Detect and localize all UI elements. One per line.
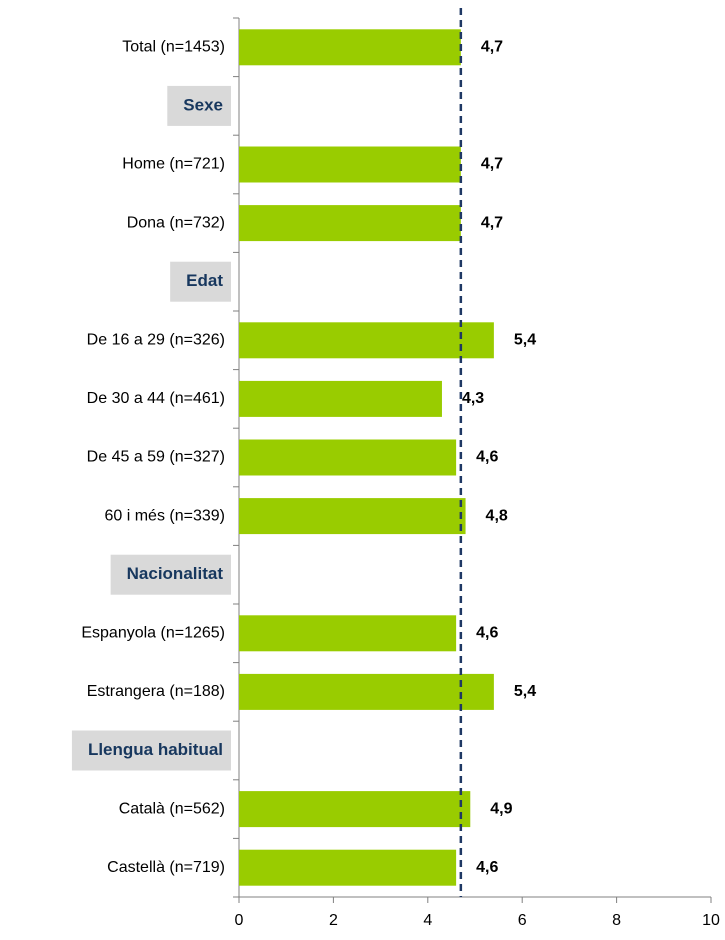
category-label: Dona (n=732) bbox=[127, 214, 225, 231]
bar bbox=[239, 146, 461, 183]
value-label: 4,7 bbox=[481, 156, 503, 173]
category-label: De 16 a 29 (n=326) bbox=[87, 332, 225, 349]
value-label: 4,3 bbox=[462, 390, 484, 407]
value-label: 5,4 bbox=[514, 332, 536, 349]
x-tick-label: 10 bbox=[702, 912, 720, 929]
header-box bbox=[110, 554, 231, 595]
category-label: Estrangera (n=188) bbox=[87, 683, 225, 700]
value-label: 4,9 bbox=[490, 800, 512, 817]
header-box bbox=[167, 85, 231, 126]
category-label: Castellà (n=719) bbox=[107, 859, 225, 876]
section-header: Llengua habitual bbox=[71, 730, 231, 771]
bar bbox=[239, 205, 461, 242]
x-tick-label: 8 bbox=[612, 912, 621, 929]
category-label: Total (n=1453) bbox=[122, 39, 225, 56]
header-label: Llengua habitual bbox=[88, 740, 223, 759]
header-box bbox=[71, 730, 231, 771]
x-tick-label: 0 bbox=[235, 912, 244, 929]
value-label: 4,6 bbox=[476, 449, 498, 466]
value-label: 4,7 bbox=[481, 39, 503, 56]
header-label: Sexe bbox=[183, 95, 223, 114]
bar bbox=[239, 439, 457, 476]
category-label: De 30 a 44 (n=461) bbox=[87, 390, 225, 407]
category-label: Català (n=562) bbox=[119, 800, 225, 817]
category-label: 60 i més (n=339) bbox=[104, 507, 225, 524]
x-tick-label: 4 bbox=[423, 912, 432, 929]
bar bbox=[239, 615, 457, 652]
category-label: Home (n=721) bbox=[122, 156, 225, 173]
x-tick-label: 2 bbox=[329, 912, 338, 929]
bar bbox=[239, 380, 442, 417]
bar bbox=[239, 322, 494, 359]
bar bbox=[239, 673, 494, 710]
category-label: De 45 a 59 (n=327) bbox=[87, 449, 225, 466]
bar bbox=[239, 849, 457, 886]
value-label: 4,6 bbox=[476, 859, 498, 876]
header-label: Edat bbox=[186, 271, 223, 290]
value-label: 4,7 bbox=[481, 214, 503, 231]
x-tick-label: 6 bbox=[518, 912, 527, 929]
header-label: Nacionalitat bbox=[127, 564, 224, 583]
value-label: 4,6 bbox=[476, 625, 498, 642]
bar bbox=[239, 498, 466, 535]
header-box bbox=[170, 261, 231, 302]
section-header: Nacionalitat bbox=[110, 554, 231, 595]
value-label: 5,4 bbox=[514, 683, 536, 700]
bar bbox=[239, 29, 461, 66]
bar bbox=[239, 791, 471, 828]
section-header: Sexe bbox=[167, 85, 231, 126]
value-label: 4,8 bbox=[486, 507, 508, 524]
section-header: Edat bbox=[170, 261, 231, 302]
category-label: Espanyola (n=1265) bbox=[81, 625, 225, 642]
